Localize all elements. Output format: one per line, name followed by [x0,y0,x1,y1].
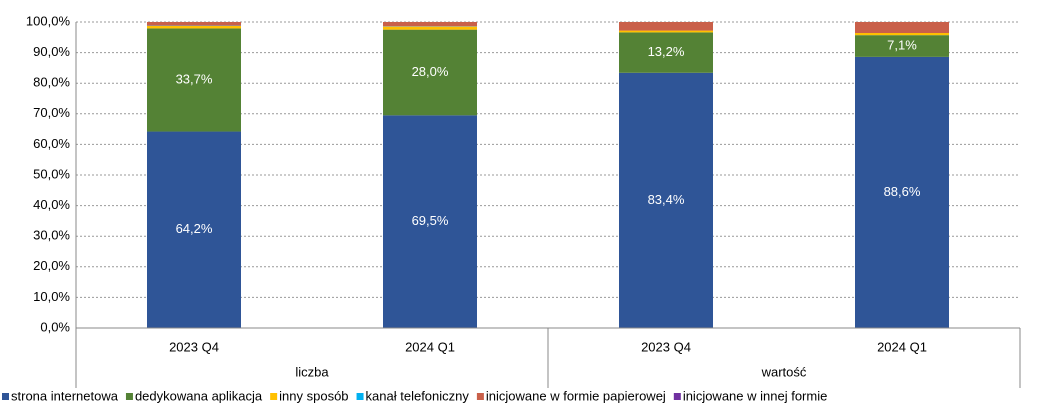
bar-segment [383,26,477,30]
y-tick-label: 60,0% [33,136,70,151]
y-tick-label: 100,0% [26,13,71,28]
bar-segment [383,115,477,328]
data-label: 69,5% [412,213,449,228]
data-label: 7,1% [887,37,917,52]
bar-segment [619,32,713,73]
bar-segment [855,56,949,328]
x-tick-label: 2024 Q1 [405,339,455,354]
group-label: wartość [761,364,807,379]
y-tick-label: 90,0% [33,44,70,59]
legend-swatch [2,393,9,400]
legend-swatch [476,393,484,400]
bar-segment [855,33,949,36]
y-tick-label: 10,0% [33,289,70,304]
data-label: 88,6% [884,184,921,199]
legend-label: strona internetowa [11,388,119,403]
bar-segment [383,22,477,27]
legend-swatch [356,393,364,400]
bar-segment [147,28,241,132]
data-label: 64,2% [176,221,213,236]
y-tick-label: 0,0% [40,319,70,334]
bar-segment [619,30,713,33]
bar-segment [855,35,949,57]
bar-segment [147,22,241,26]
legend-label: inicjowane w innej formie [683,388,828,403]
x-tick-label: 2023 Q4 [169,339,219,354]
legend-swatch [125,393,133,400]
y-tick-label: 70,0% [33,105,70,120]
legend-label: inicjowane w formie papierowej [486,388,666,403]
bar-segment [147,25,241,29]
legend-label: inny sposób [279,388,348,403]
x-tick-label: 2024 Q1 [877,339,927,354]
bar-segment [383,29,477,116]
bar-segment [619,22,713,31]
legend-label: dedykowana aplikacja [135,388,263,403]
bar-segment [147,131,241,328]
x-tick-label: 2023 Q4 [641,339,691,354]
y-tick-label: 30,0% [33,228,70,243]
group-label: liczba [295,364,329,379]
y-tick-label: 50,0% [33,166,70,181]
data-label: 13,2% [648,44,685,59]
legend-label: kanał telefoniczny [366,388,470,403]
y-tick-label: 80,0% [33,75,70,90]
data-label: 28,0% [412,64,449,79]
legend-swatch [270,393,278,400]
y-tick-label: 40,0% [33,197,70,212]
legend-swatch [673,393,681,400]
data-label: 83,4% [648,192,685,207]
bar-segment [855,22,949,34]
bar-segment [619,72,713,329]
data-label: 33,7% [176,71,213,86]
y-tick-label: 20,0% [33,258,70,273]
